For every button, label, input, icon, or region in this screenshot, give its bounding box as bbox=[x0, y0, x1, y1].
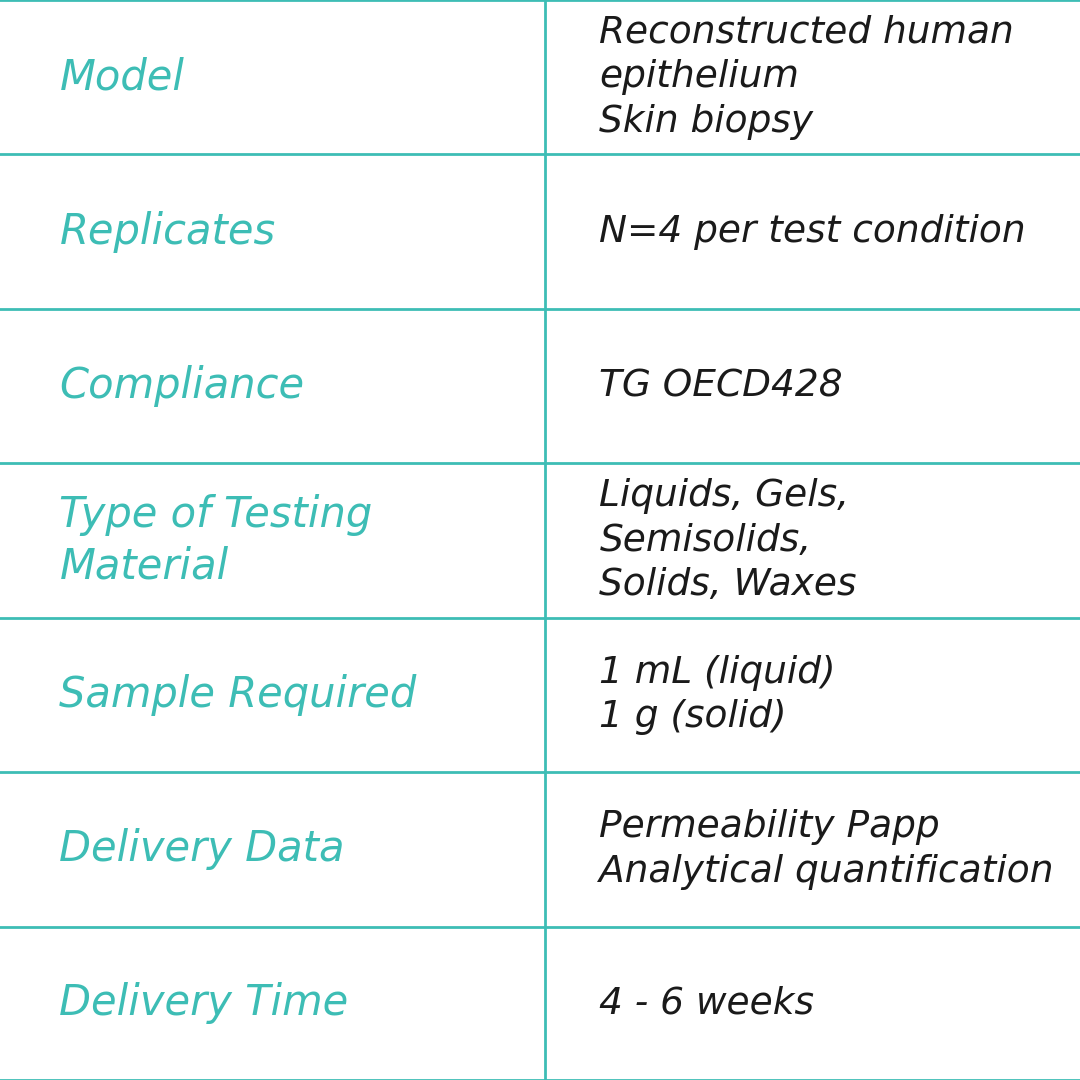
Text: Model: Model bbox=[59, 56, 185, 98]
Text: Reconstructed human
epithelium
Skin biopsy: Reconstructed human epithelium Skin biop… bbox=[599, 15, 1014, 139]
Text: 4 - 6 weeks: 4 - 6 weeks bbox=[599, 985, 814, 1022]
Text: Liquids, Gels,
Semisolids,
Solids, Waxes: Liquids, Gels, Semisolids, Solids, Waxes bbox=[599, 478, 856, 603]
Text: Permeability Papp
Analytical quantification: Permeability Papp Analytical quantificat… bbox=[599, 809, 1054, 890]
Text: Sample Required: Sample Required bbox=[59, 674, 417, 716]
Text: Delivery Time: Delivery Time bbox=[59, 983, 349, 1024]
Text: Delivery Data: Delivery Data bbox=[59, 828, 345, 870]
Text: N=4 per test condition: N=4 per test condition bbox=[599, 214, 1026, 249]
Text: Type of Testing
Material: Type of Testing Material bbox=[59, 494, 373, 588]
Text: 1 mL (liquid)
1 g (solid): 1 mL (liquid) 1 g (solid) bbox=[599, 654, 836, 735]
Text: Replicates: Replicates bbox=[59, 211, 275, 253]
Text: TG OECD428: TG OECD428 bbox=[599, 368, 843, 404]
Text: Compliance: Compliance bbox=[59, 365, 305, 407]
